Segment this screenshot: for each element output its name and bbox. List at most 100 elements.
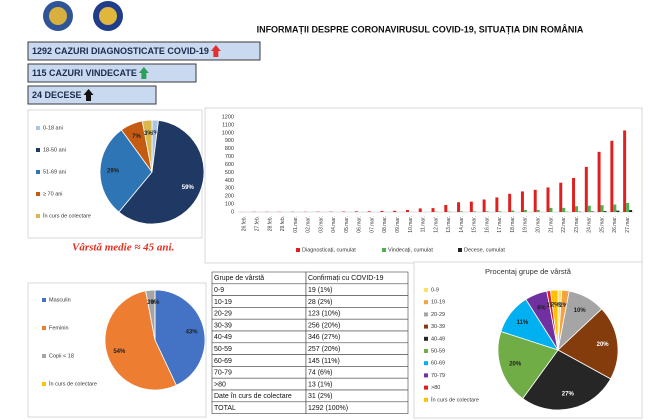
legend-label: 0-18 ani <box>43 125 63 131</box>
table-text: 30-39 <box>214 322 232 329</box>
legend-swatch <box>42 382 46 386</box>
x-tick-label: 08.mar. <box>382 216 388 233</box>
bar <box>498 211 502 212</box>
legend-label: 10-19 <box>431 300 445 306</box>
legend-swatch <box>36 192 40 196</box>
pie-slice <box>104 290 177 391</box>
legend-swatch <box>424 336 428 341</box>
data-label: 6% <box>537 306 546 312</box>
legend-label: 60-69 <box>431 361 445 367</box>
legend-label: ≥ 70 ani <box>43 191 63 197</box>
bar <box>597 151 601 212</box>
pie-slice <box>550 289 559 351</box>
bar <box>562 207 566 212</box>
table-text: 13 (1%) <box>308 381 333 388</box>
pie-slice <box>497 330 559 400</box>
table-text: 145 (11%) <box>308 358 340 365</box>
x-tick-label: 03.mar. <box>318 216 324 233</box>
data-label: 11% <box>517 320 529 326</box>
table-text: 123 (10%) <box>308 311 340 318</box>
table-text: 50-59 <box>214 346 232 353</box>
stat-text: 24 DECESE <box>32 90 82 100</box>
x-tick-label: 02.mar. <box>306 216 312 233</box>
table-text: >80 <box>214 381 226 388</box>
pie-slice <box>522 349 612 411</box>
bar <box>629 210 633 212</box>
bar <box>511 210 515 212</box>
table-text: TOTAL <box>214 405 236 412</box>
bar <box>472 211 476 212</box>
legend-swatch <box>424 324 428 329</box>
logo-emblem <box>49 7 67 25</box>
legend-label: 70-79 <box>431 373 445 379</box>
bar <box>508 193 512 212</box>
legend-swatch <box>36 214 40 218</box>
bar <box>367 211 371 212</box>
legend-swatch <box>36 170 40 174</box>
table-text: 346 (27%) <box>308 334 340 341</box>
legend-label: Masculin <box>49 297 71 303</box>
pie-slice <box>99 129 153 213</box>
x-tick-label: 04.mar. <box>331 216 337 233</box>
x-tick-label: 07.mar. <box>369 216 375 233</box>
pie-slice <box>557 308 619 380</box>
table-text: 20-29 <box>214 311 232 318</box>
legend-swatch <box>42 326 46 330</box>
y-tick-label: 0 <box>231 209 234 215</box>
stat-box <box>27 41 261 61</box>
legend-label: 51-69 ani <box>43 169 66 175</box>
page-title: INFORMAȚII DESPRE CORONAVIRUSUL COVID-19… <box>257 23 584 34</box>
data-label: 43% <box>186 329 199 335</box>
data-label: 1% <box>547 303 556 309</box>
legend-swatch <box>424 288 428 292</box>
legend-swatch <box>424 349 428 353</box>
x-tick-label: 20.mar. <box>536 216 542 233</box>
x-tick-label: 05.mar. <box>344 216 350 233</box>
data-label: 20% <box>597 342 610 348</box>
legend-swatch <box>458 248 462 252</box>
data-label: 10% <box>574 308 587 314</box>
legend-label: 30-39 <box>431 324 445 330</box>
legend-swatch <box>424 373 428 378</box>
bar <box>485 211 489 212</box>
y-tick-label: 1100 <box>222 122 234 128</box>
legend-label: Diagnosticați, cumulat <box>302 247 356 253</box>
legend-swatch <box>424 312 428 317</box>
table-text: 10-19 <box>214 299 232 306</box>
x-tick-label: 21.mar. <box>548 216 554 233</box>
data-label: 0% <box>151 300 160 306</box>
x-tick-label: 12.mar. <box>433 216 439 233</box>
x-tick-label: 18.mar. <box>510 216 516 233</box>
logo-emblem <box>99 7 117 25</box>
y-tick-label: 1200 <box>222 114 234 120</box>
x-tick-label: 17.mar. <box>497 216 503 233</box>
legend-label: 40-49 <box>431 336 445 342</box>
legend-label: În curs de colectare <box>48 380 97 387</box>
bar <box>444 204 448 212</box>
table-text: 74 (6%) <box>308 370 333 377</box>
x-tick-label: 25.mar. <box>599 216 605 233</box>
bar <box>520 191 524 212</box>
legend-swatch <box>36 148 40 152</box>
stat-text: 115 CAZURI VINDECATE <box>32 68 137 78</box>
data-label: 3% <box>147 300 156 306</box>
table-text: 70-79 <box>214 370 232 377</box>
data-label: 54% <box>113 349 126 355</box>
legend-swatch <box>424 385 428 390</box>
table-text: 257 (20%) <box>308 346 340 353</box>
y-tick-label: 100 <box>225 202 234 208</box>
table-cell <box>211 283 307 296</box>
arrow <box>138 67 149 79</box>
table-text: 0-9 <box>214 287 224 294</box>
y-tick-label: 900 <box>225 138 234 144</box>
table-text: 40-49 <box>214 334 232 341</box>
x-tick-label: 22.mar. <box>561 216 567 233</box>
x-tick-label: 27.feb. <box>254 216 260 231</box>
table-text: 28 (2%) <box>308 299 333 306</box>
bar <box>431 208 435 212</box>
panel <box>204 107 643 264</box>
legend-swatch <box>42 298 46 302</box>
bar <box>587 205 591 212</box>
x-tick-label: 15.mar. <box>472 216 478 233</box>
